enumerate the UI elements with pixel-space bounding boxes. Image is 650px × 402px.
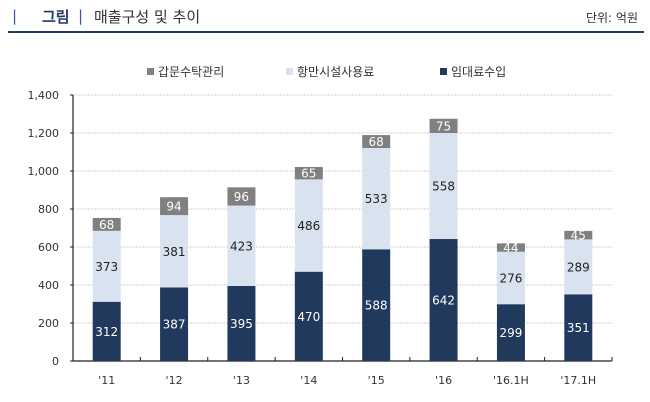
bar-value-label: 486 [297,219,320,233]
bar-value-label: 533 [365,192,388,206]
legend-swatch-icon [440,68,447,75]
bar-value-label: 312 [95,325,118,339]
bar-value-label: 642 [432,294,455,308]
bar-segment [227,285,256,361]
chart-title: 매출구성 및 추이 [94,8,201,26]
bar-value-label: 289 [567,260,590,274]
legend-label: 갑문수탁관리 [158,65,225,79]
x-tick-label: '13 [233,374,250,387]
bar-segment [564,230,593,240]
chart-header: | 그림 | 매출구성 및 추이 단위: 억원 [8,0,644,33]
bar-segment [294,271,323,361]
x-tick-label: '15 [368,374,385,387]
legend-swatch-icon [286,68,293,75]
x-tick-label: '16 [435,374,452,387]
bar-value-label: 75 [436,119,451,133]
bar-segment [294,167,323,180]
bar-value-label: 423 [230,239,253,253]
bar-segment [160,197,189,216]
bar-value-label: 373 [95,260,118,274]
legend-item-rent: 임대료수입 [440,63,506,80]
x-tick-label: '11 [98,374,115,387]
x-tick-label: '17.1H [560,374,596,387]
bar-segment [362,249,391,361]
legend-swatch-icon [147,68,154,75]
bar-value-label: 387 [163,318,186,332]
legend-item-port: 항만시설사용료 [286,63,374,80]
unit-label: 단위: 억원 [585,11,638,25]
bar-value-label: 351 [567,321,590,335]
bar-segment [160,215,189,288]
header-divider-right: | [78,7,84,25]
y-tick-label: 1,000 [28,165,60,178]
legend-label: 항만시설사용료 [297,65,375,79]
bar-segment [92,301,121,361]
bar-segment [227,187,256,206]
bar-segment [362,148,391,250]
bar-segment [294,179,323,272]
bar-value-label: 96 [234,190,249,204]
bar-segment [362,135,391,149]
bar-value-label: 94 [166,200,181,214]
bar-segment [564,239,593,295]
bar-value-label: 470 [297,310,320,324]
bar-segment [496,243,525,252]
bar-segment [92,217,121,231]
bar-segment [429,239,458,361]
y-tick-label: 400 [38,279,59,292]
figure-tag: 그림 [42,8,70,26]
bar-value-label: 68 [99,218,114,232]
x-tick-label: '16.1H [493,374,529,387]
y-tick-label: 0 [52,355,59,368]
bar-segment [496,251,525,305]
bar-value-label: 45 [571,229,586,243]
bar-value-label: 44 [503,241,518,255]
y-tick-label: 600 [38,241,59,254]
bar-segment [92,230,121,302]
y-tick-label: 1,200 [28,127,60,140]
legend-item-gate: 갑문수탁관리 [147,63,224,80]
bar-value-label: 276 [499,271,522,285]
bar-value-label: 395 [230,317,253,331]
bar-segment [496,304,525,361]
bar-value-label: 558 [432,180,455,194]
y-tick-label: 800 [38,203,59,216]
bar-value-label: 65 [301,167,316,181]
bar-segment [429,133,458,240]
legend: 갑문수탁관리 항만시설사용료 임대료수입 [0,63,650,81]
legend-label: 임대료수입 [451,65,507,79]
bar-value-label: 381 [163,245,186,259]
x-tick-label: '14 [300,374,317,387]
bar-value-label: 299 [499,326,522,340]
x-tick-label: '12 [166,374,183,387]
y-tick-label: 200 [38,317,59,330]
bar-segment [160,287,189,361]
bar-segment [429,118,458,133]
bar-segment [564,294,593,361]
bar-value-label: 68 [369,135,384,149]
bar-segment [227,205,256,286]
header-divider-left: | [12,7,18,25]
bar-value-label: 588 [365,299,388,313]
y-tick-label: 1,400 [28,89,60,102]
